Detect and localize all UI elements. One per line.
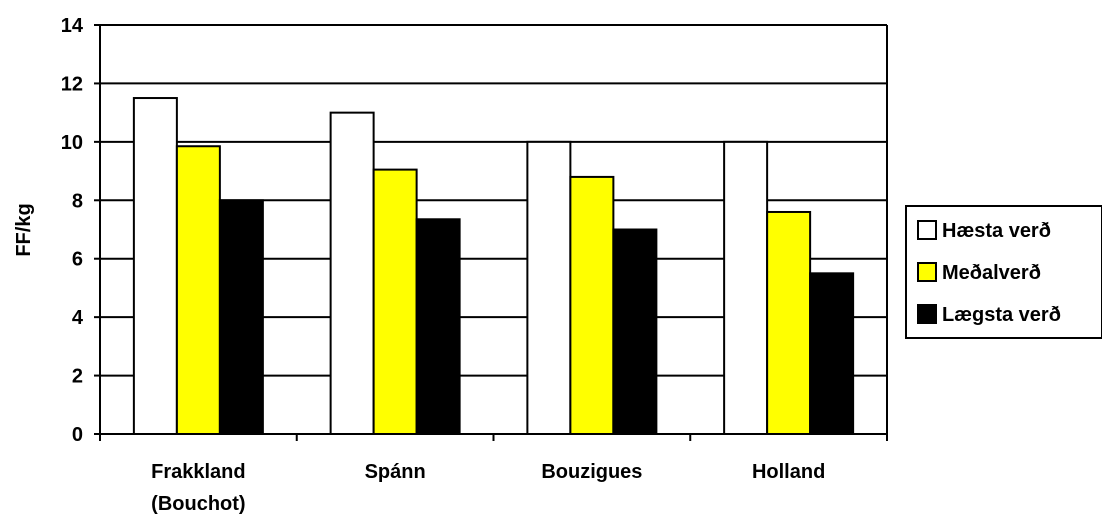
y-tick-label: 10 — [61, 132, 83, 154]
legend-entry: Meðalverð — [942, 262, 1041, 284]
y-tick-label: 8 — [72, 190, 83, 212]
bar — [612, 228, 658, 435]
bar — [329, 111, 375, 436]
bar — [723, 140, 769, 435]
y-tick-label: 4 — [72, 307, 84, 329]
y-tick-labels: 0 2 4 6 8 10 12 14 — [61, 15, 84, 446]
y-tick-label: 2 — [72, 366, 83, 388]
legend-swatch — [917, 262, 937, 282]
legend-entry: Lægsta verð — [942, 304, 1061, 326]
bar — [132, 97, 178, 436]
axes — [94, 24, 888, 441]
y-tick-label: 14 — [61, 15, 84, 37]
legend-box — [905, 205, 1102, 339]
y-axis-title: FF/kg — [13, 203, 35, 256]
y-tick-label: 6 — [72, 249, 83, 271]
bar — [809, 272, 855, 436]
x-tick-label: Bouzigues — [541, 461, 642, 483]
x-tick-label: Frakkland — [151, 461, 245, 483]
y-tick-label: 0 — [72, 424, 83, 446]
legend-swatch — [917, 304, 937, 324]
bar — [175, 145, 221, 435]
x-tick-label: Spánn — [365, 461, 426, 483]
bar — [766, 210, 812, 435]
bar — [218, 199, 264, 435]
bar — [372, 168, 418, 435]
bar — [526, 140, 572, 435]
bars — [132, 97, 855, 436]
x-tick-labels: Frakkland (Bouchot) Spánn Bouzigues Holland — [151, 461, 825, 515]
legend: Hæsta verð Meðalverð Lægsta verð — [905, 205, 1102, 339]
x-tick-label: Holland — [752, 461, 825, 483]
bar — [415, 218, 461, 435]
x-tick-label: (Bouchot) — [151, 493, 245, 515]
legend-swatch — [917, 220, 937, 240]
y-tick-label: 12 — [61, 73, 83, 95]
legend-entry: Hæsta verð — [942, 220, 1051, 242]
bar — [569, 175, 615, 436]
